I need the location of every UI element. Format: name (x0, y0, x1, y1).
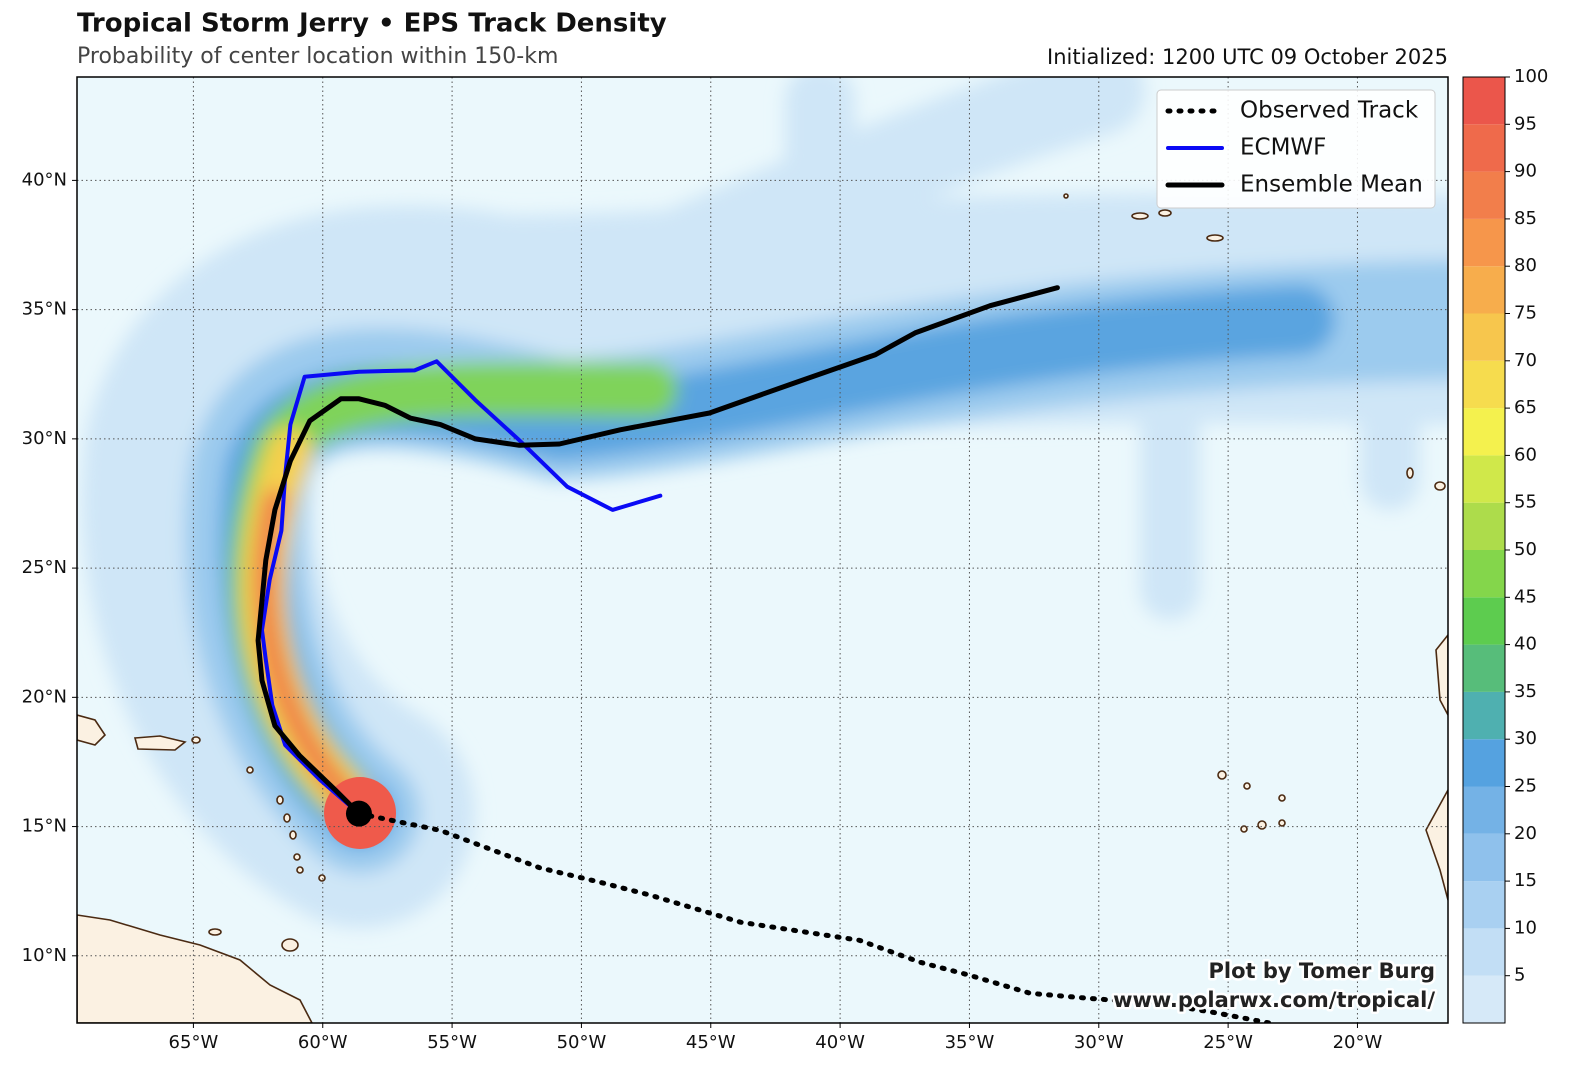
y-tick-label: 30°N (22, 428, 67, 449)
subtitle: Probability of center location within 15… (77, 44, 558, 69)
credit: www.polarwx.com/tropical/ (1113, 988, 1435, 1012)
initialized: Initialized: 1200 UTC 09 October 2025 (1047, 45, 1448, 69)
credit: Plot by Tomer Burg (1209, 959, 1436, 983)
density-shading (81, 77, 1448, 928)
colorbar-band (1463, 597, 1505, 645)
colorbar-label: 65 (1514, 397, 1537, 418)
legend-label: ECMWF (1240, 135, 1326, 161)
x-tick-label: 25°W (1203, 1032, 1253, 1053)
colorbar-band (1463, 77, 1505, 125)
colorbar-label: 85 (1514, 208, 1537, 229)
colorbar-label: 35 (1514, 681, 1537, 702)
colorbar-band (1463, 360, 1505, 409)
colorbar-band (1463, 124, 1505, 172)
colorbar-label: 5 (1514, 965, 1525, 986)
y-tick-label: 35°N (22, 299, 67, 320)
track-line (260, 359, 663, 816)
y-tick-label: 10°N (22, 945, 67, 966)
legend: Observed Track ECMWF Ensemble Mean (1156, 89, 1436, 209)
legend-box (1156, 89, 1436, 209)
colorbar-label: 60 (1514, 444, 1537, 465)
colorbar-label: 75 (1514, 303, 1537, 324)
x-tick-label: 20°W (1333, 1032, 1383, 1053)
colorbar-label: 80 (1514, 255, 1537, 276)
x-tick-label: 50°W (557, 1032, 607, 1053)
x-tick-label: 55°W (427, 1032, 477, 1053)
track-line (356, 811, 1272, 1023)
tracks (255, 285, 1272, 1023)
colorbar-band (1463, 502, 1505, 550)
x-tick-label: 65°W (169, 1032, 219, 1053)
legend-label: Observed Track (1240, 98, 1419, 124)
y-tick-label: 20°N (22, 686, 67, 707)
colorbar-band (1463, 171, 1505, 219)
colorbar-band (1463, 691, 1505, 740)
track-line (255, 285, 1060, 817)
y-tick-label: 40°N (22, 169, 67, 190)
colorbar-band (1463, 881, 1505, 929)
grid (77, 77, 1448, 1023)
colorbar-band (1463, 644, 1505, 692)
title: Tropical Storm Jerry • EPS Track Density (77, 9, 667, 39)
colorbar-band (1463, 455, 1505, 503)
y-tick-label: 15°N (22, 816, 67, 837)
colorbar-label: 30 (1514, 728, 1537, 749)
map-frame (76, 76, 1449, 1024)
colorbar-label: 20 (1514, 823, 1537, 844)
colorbar: 5 10 15 20 25 30 35 40 45 50 55 60 65 70 75 80 85 90 95 100 (1462, 66, 1548, 1024)
colorbar-band (1463, 739, 1505, 787)
colorbar-label: 95 (1514, 113, 1537, 134)
x-tick-label: 40°W (815, 1032, 865, 1053)
colorbar-label: 50 (1514, 539, 1537, 560)
colorbar-band (1463, 218, 1505, 267)
colorbar-label: 15 (1514, 870, 1537, 891)
colorbar-band (1463, 408, 1505, 456)
colorbar-label: 90 (1514, 161, 1537, 182)
x-tick-label: 35°W (945, 1032, 995, 1053)
colorbar-label: 10 (1514, 917, 1537, 938)
colorbar-band (1463, 786, 1505, 834)
x-tick-label: 30°W (1074, 1032, 1124, 1053)
colorbar-label: 55 (1514, 492, 1537, 513)
colorbar-label: 25 (1514, 776, 1537, 797)
colorbar-band (1463, 266, 1505, 314)
colorbar-band (1463, 550, 1505, 598)
x-tick-label: 60°W (298, 1032, 348, 1053)
colorbar-band (1463, 313, 1505, 361)
colorbar-band (1463, 928, 1505, 976)
colorbar-label: 45 (1514, 586, 1537, 607)
colorbar-band (1463, 975, 1505, 1023)
colorbar-band (1463, 833, 1505, 882)
storm-position (345, 800, 372, 827)
legend-label: Ensemble Mean (1240, 172, 1423, 198)
land (77, 193, 1448, 1023)
colorbar-label: 40 (1514, 634, 1537, 655)
y-tick-label: 25°N (22, 557, 67, 578)
map-area (77, 77, 1448, 1023)
colorbar-label: 70 (1514, 350, 1537, 371)
colorbar-label: 100 (1514, 66, 1548, 87)
x-tick-label: 45°W (686, 1032, 736, 1053)
